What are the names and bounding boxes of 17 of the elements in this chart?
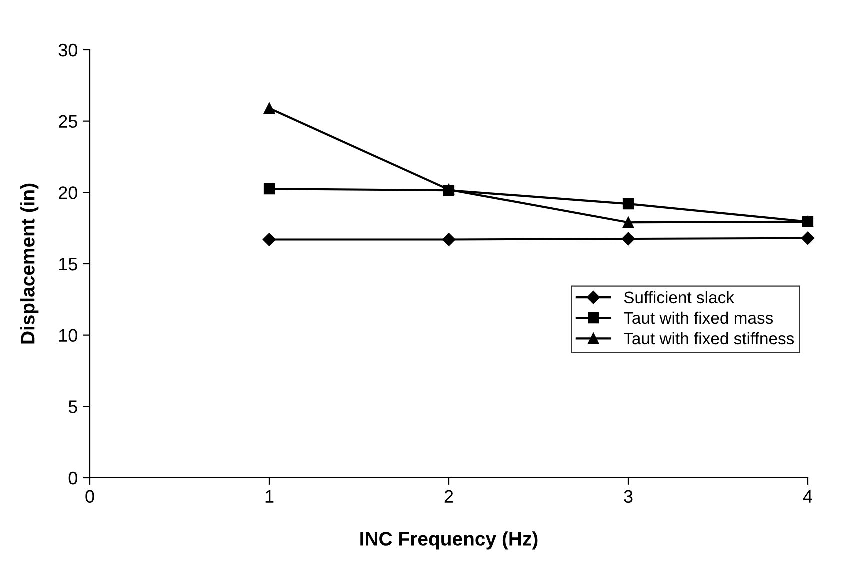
y-tick-label: 25 <box>59 115 78 128</box>
y-tick-label: 0 <box>68 472 78 485</box>
x-axis-title: INC Frequency (Hz) <box>360 532 538 550</box>
x-tick-label: 4 <box>803 490 812 503</box>
y-tick-label: 15 <box>59 258 78 271</box>
legend-label: Taut with fixed mass <box>624 312 774 324</box>
x-tick-label: 2 <box>444 490 454 503</box>
y-tick-label: 10 <box>59 329 78 342</box>
y-tick-label: 30 <box>58 44 78 57</box>
x-tick-label: 0 <box>86 490 94 504</box>
y-tick-label: 5 <box>68 400 78 414</box>
y-axis-title: Displacement (in) <box>20 184 39 344</box>
y-tick-label: 20 <box>59 186 78 200</box>
legend-label: Taut with fixed stiffness <box>624 332 794 345</box>
legend-label: Sufficient slack <box>624 291 734 304</box>
x-tick-label: 1 <box>266 490 274 503</box>
x-tick-label: 3 <box>624 490 633 504</box>
